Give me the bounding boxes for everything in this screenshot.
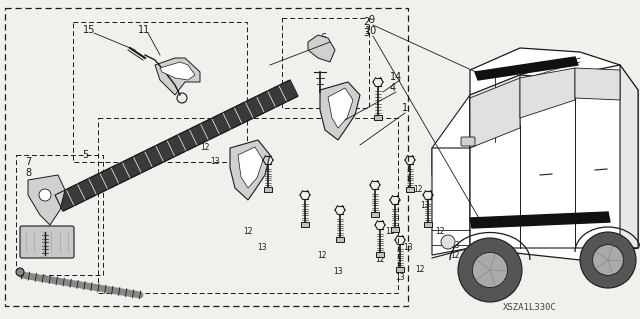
Text: 14: 14 xyxy=(390,72,402,82)
Text: 12: 12 xyxy=(243,227,253,236)
Text: 13: 13 xyxy=(420,201,430,210)
Circle shape xyxy=(16,268,24,276)
Text: 13: 13 xyxy=(450,241,460,249)
Polygon shape xyxy=(160,62,195,80)
Polygon shape xyxy=(432,95,470,175)
Circle shape xyxy=(472,252,508,288)
Text: 11: 11 xyxy=(138,25,150,35)
Text: 13: 13 xyxy=(460,265,470,275)
Polygon shape xyxy=(308,35,335,62)
Polygon shape xyxy=(470,78,520,148)
Polygon shape xyxy=(371,212,379,217)
Text: 13: 13 xyxy=(333,268,343,277)
Polygon shape xyxy=(320,82,360,140)
Text: 12: 12 xyxy=(435,227,445,236)
Text: 13: 13 xyxy=(403,243,413,253)
Polygon shape xyxy=(520,68,575,118)
Text: 13: 13 xyxy=(210,158,220,167)
Polygon shape xyxy=(328,88,353,128)
Text: 12: 12 xyxy=(200,144,210,152)
Text: 5: 5 xyxy=(82,150,88,160)
Polygon shape xyxy=(475,57,578,80)
Text: XSZA1L330C: XSZA1L330C xyxy=(503,302,557,311)
Text: 7: 7 xyxy=(25,157,31,167)
Text: 2: 2 xyxy=(363,17,369,27)
Polygon shape xyxy=(406,187,414,192)
Polygon shape xyxy=(575,68,620,100)
Text: 12: 12 xyxy=(317,250,327,259)
Text: 9: 9 xyxy=(368,15,374,25)
Polygon shape xyxy=(470,75,520,148)
Bar xyxy=(5,8,408,306)
Text: 13: 13 xyxy=(257,243,267,253)
Text: 8: 8 xyxy=(25,168,31,178)
Circle shape xyxy=(593,245,623,275)
Text: 1: 1 xyxy=(402,103,408,113)
Polygon shape xyxy=(264,187,272,192)
Text: 12: 12 xyxy=(415,265,425,275)
Text: 15: 15 xyxy=(83,25,95,35)
Polygon shape xyxy=(470,212,610,228)
Text: 12: 12 xyxy=(451,250,460,259)
Bar xyxy=(73,22,247,162)
FancyBboxPatch shape xyxy=(20,226,74,258)
Polygon shape xyxy=(374,115,382,120)
Polygon shape xyxy=(396,267,404,272)
Text: 12: 12 xyxy=(385,227,395,236)
Text: 3: 3 xyxy=(363,28,369,38)
Polygon shape xyxy=(238,147,263,188)
Polygon shape xyxy=(391,227,399,232)
Polygon shape xyxy=(301,222,309,227)
Text: 12: 12 xyxy=(375,256,385,264)
Polygon shape xyxy=(432,148,470,255)
Bar xyxy=(16,155,103,275)
Polygon shape xyxy=(470,48,620,95)
Text: 4: 4 xyxy=(390,83,396,93)
Polygon shape xyxy=(424,222,432,227)
Polygon shape xyxy=(55,80,298,211)
Polygon shape xyxy=(620,65,638,248)
Circle shape xyxy=(580,232,636,288)
Bar xyxy=(98,118,398,293)
Circle shape xyxy=(441,235,455,249)
Circle shape xyxy=(39,189,51,201)
Polygon shape xyxy=(230,140,270,200)
Circle shape xyxy=(458,238,522,302)
Polygon shape xyxy=(155,58,200,95)
Text: 10: 10 xyxy=(365,26,377,36)
Text: 6: 6 xyxy=(320,33,326,43)
FancyBboxPatch shape xyxy=(461,137,475,146)
Polygon shape xyxy=(336,237,344,242)
Polygon shape xyxy=(28,175,65,225)
Polygon shape xyxy=(376,252,384,257)
Text: 12: 12 xyxy=(413,186,423,195)
Bar xyxy=(282,18,369,108)
Polygon shape xyxy=(470,65,638,260)
Text: 13: 13 xyxy=(395,273,405,283)
